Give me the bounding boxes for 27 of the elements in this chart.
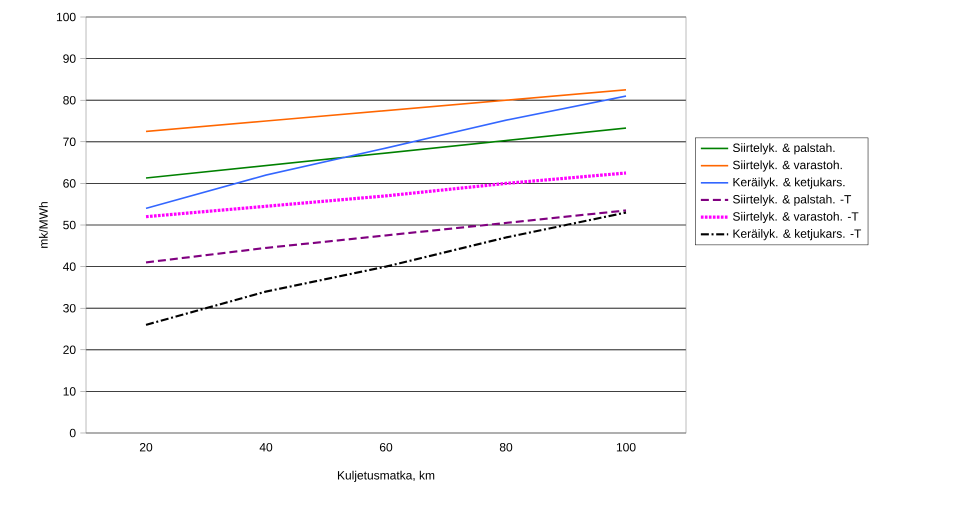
line-series	[144, 211, 628, 326]
x-tick-label: 20	[140, 442, 152, 452]
y-tick-label: 0	[70, 428, 76, 438]
legend-label: Keräilyk. & ketjukars. -T	[733, 229, 862, 240]
y-axis-title: mk/MWh	[38, 202, 48, 248]
y-tick-label: 60	[63, 179, 76, 188]
y-tick-label: 70	[63, 138, 76, 146]
x-axis-title: Kuljetusmatka, km	[338, 470, 434, 482]
legend-label: Siirtelyk. & varastoh. -T	[732, 212, 858, 224]
y-tick-label: 30	[63, 304, 76, 312]
x-tick-label: 100	[616, 442, 636, 452]
line-series	[144, 171, 628, 218]
line-series	[145, 95, 627, 210]
legend-label: Keräilyk. & ketjukars.	[733, 178, 844, 189]
y-tick-label: 20	[63, 346, 76, 354]
y-tick-label: 50	[63, 220, 76, 230]
x-tick-label: 80	[500, 442, 512, 452]
legend-label: Siirtelyk. & varastoh.	[732, 160, 842, 172]
x-tick-label: 60	[380, 442, 392, 452]
x-tick-label: 40	[260, 442, 272, 452]
y-tick-label: 80	[63, 96, 76, 104]
y-tick-label: 90	[63, 54, 76, 63]
y-tick-label: 40	[62, 262, 76, 271]
y-tick-label: 10	[64, 387, 76, 396]
legend-label: Siirtelyk. & palstah. -T	[732, 194, 852, 206]
y-tick-label: 100	[56, 12, 76, 22]
legend-label: Siirtelyk. & palstah.	[732, 143, 834, 154]
